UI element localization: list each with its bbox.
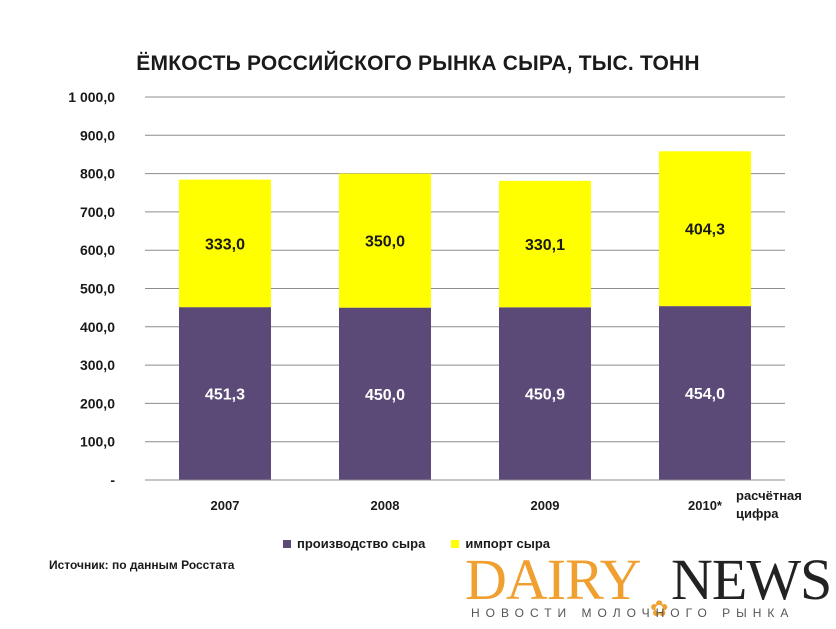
logo-word-news: NEWS xyxy=(671,547,832,612)
data-label-production: 450,9 xyxy=(525,387,565,404)
data-label-production: 451,3 xyxy=(205,387,245,404)
chart-title: ЁМКОСТЬ РОССИЙСКОГО РЫНКА СЫРА, ТЫС. ТОН… xyxy=(136,52,700,75)
bar-segment-production xyxy=(659,306,751,480)
y-tick-label: 500,0 xyxy=(80,281,115,297)
x-tick-label: 2009 xyxy=(531,498,560,513)
y-tick-label: 400,0 xyxy=(80,319,115,335)
logo-word-dairy: DAIRY xyxy=(465,547,641,612)
y-tick-label: 300,0 xyxy=(80,357,115,373)
bar-segment-production xyxy=(499,307,591,480)
x-tick-label: 2008 xyxy=(371,498,400,513)
dairy-news-logo: DAIRY NEWS ✿ НОВОСТИ МОЛОЧНОГО РЫНКА xyxy=(463,547,832,628)
data-label-production: 450,0 xyxy=(365,387,405,404)
legend-item-production: производство сыра xyxy=(283,536,425,551)
flower-icon: ✿ xyxy=(650,596,669,621)
y-tick-label: 800,0 xyxy=(80,166,115,182)
legend-swatch-import xyxy=(451,539,460,548)
y-tick-label: 1 000,0 xyxy=(68,89,115,105)
y-tick-label: 200,0 xyxy=(80,395,115,411)
legend: производство сыра импорт сыра xyxy=(283,536,576,551)
y-tick-label: 100,0 xyxy=(80,434,115,450)
x-tick-label: 2007 xyxy=(211,498,240,513)
estimate-note-line-1: расчётная xyxy=(736,488,802,503)
bar-segment-import xyxy=(659,151,751,307)
y-tick-label: 600,0 xyxy=(80,242,115,258)
legend-label-production: производство сыра xyxy=(297,536,426,551)
bar-segment-import xyxy=(499,180,591,308)
data-label-import: 350,0 xyxy=(365,234,405,251)
x-tick-label: 2010* xyxy=(688,498,723,513)
source-note: Источник: по данным Росстата xyxy=(49,558,235,572)
estimate-note-line-2: цифра xyxy=(736,506,779,521)
logo-tagline: НОВОСТИ МОЛОЧНОГО РЫНКА xyxy=(471,606,795,620)
legend-label-import: импорт сыра xyxy=(465,536,550,551)
y-tick-label: 700,0 xyxy=(80,204,115,220)
bar-segment-import xyxy=(339,173,431,308)
y-tick-label: 900,0 xyxy=(80,127,115,143)
bar-segment-import xyxy=(179,179,271,308)
bar-segment-production xyxy=(179,307,271,480)
data-label-production: 454,0 xyxy=(685,386,725,403)
bar-segment-production xyxy=(339,307,431,480)
estimate-note: расчётная цифра xyxy=(736,487,826,523)
data-label-import: 333,0 xyxy=(205,236,245,253)
legend-swatch-production xyxy=(283,539,291,548)
y-tick-label: - xyxy=(110,472,115,488)
data-label-import: 404,3 xyxy=(685,222,725,239)
data-label-import: 330,1 xyxy=(525,237,565,254)
legend-item-import: импорт сыра xyxy=(451,536,550,551)
